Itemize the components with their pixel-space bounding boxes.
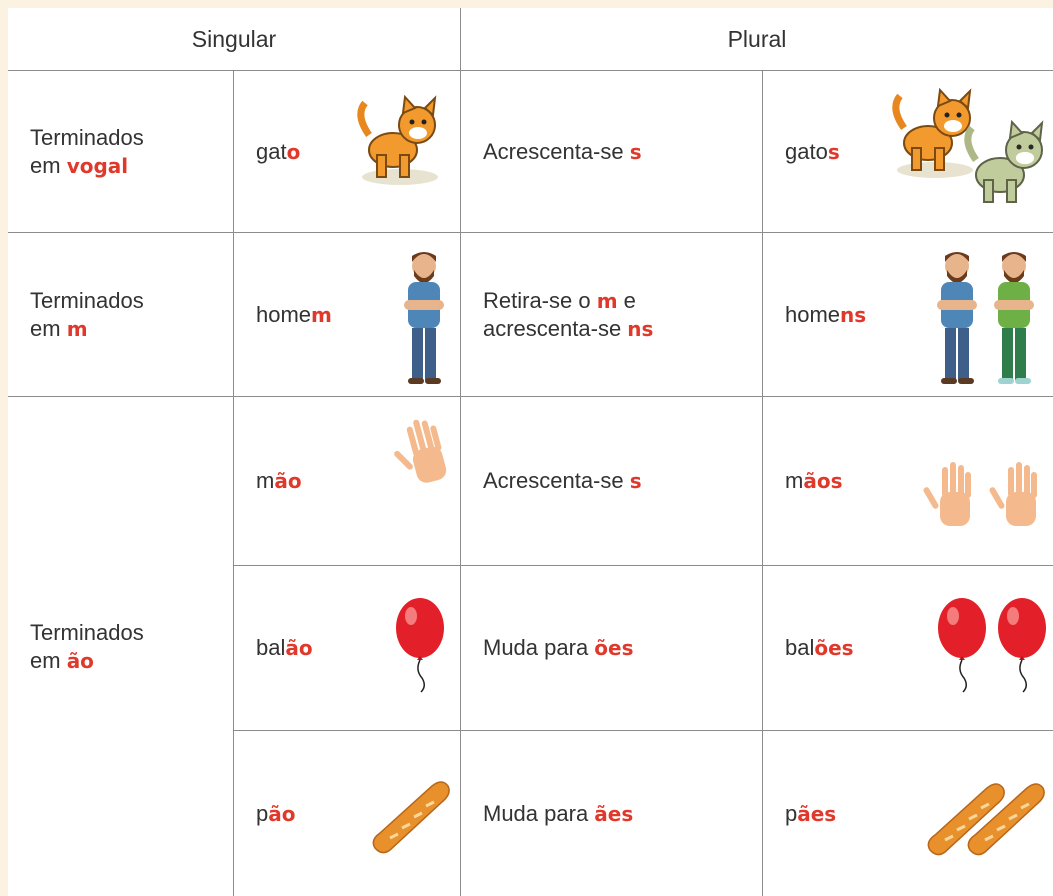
plural-cell: homens [762, 232, 1053, 396]
highlight-text: ns [840, 302, 867, 327]
text-line: mãos [785, 467, 1053, 495]
plural-cell: balões [762, 565, 1053, 730]
singular-cell: mão [233, 396, 460, 565]
text: home [256, 301, 312, 327]
text: em [30, 647, 67, 673]
highlight-text: m [596, 288, 618, 313]
highlight-text: ão [66, 648, 94, 673]
text: m [785, 468, 804, 493]
text-line: Terminados [30, 124, 233, 152]
header-cell: Plural [460, 8, 1053, 70]
plural-cell: pães [762, 730, 1053, 896]
text-line: Terminados [30, 287, 233, 315]
rule-cell: Acrescenta-se s [460, 396, 762, 565]
text: Muda para [483, 800, 595, 826]
text: acrescenta-se [483, 315, 628, 341]
highlight-text: ães [594, 801, 634, 826]
text-line: Terminados [30, 619, 233, 647]
text-line: balão [256, 634, 460, 662]
text-line: em ão [30, 647, 233, 675]
highlight-text: ões [814, 636, 854, 660]
text: gat [256, 138, 287, 164]
highlight-text: m [66, 316, 88, 341]
text-line: Acrescenta-se s [483, 138, 762, 166]
text: Muda para [483, 635, 595, 660]
text: bal [256, 635, 286, 660]
highlight-text: s [629, 469, 642, 493]
text-line: balões [785, 634, 1053, 662]
highlight-text: s [629, 139, 642, 164]
text: bal [785, 635, 815, 660]
text-line: em m [30, 315, 233, 343]
category-cell: Terminados em m [8, 232, 233, 396]
text: em [30, 315, 67, 341]
text-line: homens [785, 301, 1053, 329]
text: em [30, 152, 67, 178]
text-line: mão [256, 467, 460, 495]
singular-cell: balão [233, 565, 460, 730]
text-line: pão [256, 800, 460, 828]
category-cell: Terminados em ão [8, 396, 233, 896]
text-line: gato [256, 138, 460, 166]
highlight-text: vogal [66, 153, 129, 178]
singular-cell: homem [233, 232, 460, 396]
text-line: Retira-se o m e [483, 287, 762, 315]
highlight-text: ão [285, 636, 313, 660]
text: Terminados [30, 619, 144, 645]
text: gato [785, 138, 828, 164]
text: m [256, 468, 275, 493]
text-line: Muda para ões [483, 634, 762, 662]
highlight-text: ns [627, 316, 654, 341]
highlight-text: ões [594, 636, 634, 660]
text: e [617, 287, 636, 313]
text-line: Muda para ães [483, 800, 762, 828]
text-line: gatos [785, 138, 1053, 166]
highlight-text: ão [268, 801, 296, 826]
text: Retira-se o [483, 287, 597, 313]
highlight-text: ão [274, 469, 302, 493]
plural-table: Singular Plural Terminados em vogal gato Acre… [8, 8, 1053, 896]
highlight-text: ãos [803, 469, 843, 493]
highlight-text: ães [797, 801, 837, 826]
text-line: pães [785, 800, 1053, 828]
text: Acrescenta-se [483, 468, 630, 493]
text-line: Acrescenta-se s [483, 467, 762, 495]
text-line: homem [256, 301, 460, 329]
singular-cell: gato [233, 70, 460, 232]
plural-cell: mãos [762, 396, 1053, 565]
rule-cell: Retira-se o m e acrescenta-se ns [460, 232, 762, 396]
singular-cell: pão [233, 730, 460, 896]
rule-cell: Muda para ões [460, 565, 762, 730]
category-cell: Terminados em vogal [8, 70, 233, 232]
highlight-text: m [311, 302, 332, 327]
text: Terminados [30, 124, 144, 150]
text: Terminados [30, 287, 144, 313]
text: home [785, 301, 841, 327]
text: p [785, 800, 798, 826]
highlight-text: s [827, 139, 840, 164]
text-line: acrescenta-se ns [483, 315, 762, 343]
text-line: em vogal [30, 152, 233, 180]
header-cell: Singular [191, 26, 277, 52]
plural-cell: gatos [762, 70, 1053, 232]
text: Acrescenta-se [483, 138, 630, 164]
rule-cell: Muda para ães [460, 730, 762, 896]
highlight-text: o [286, 139, 301, 164]
rule-cell: Acrescenta-se s [460, 70, 762, 232]
text: p [256, 800, 269, 826]
